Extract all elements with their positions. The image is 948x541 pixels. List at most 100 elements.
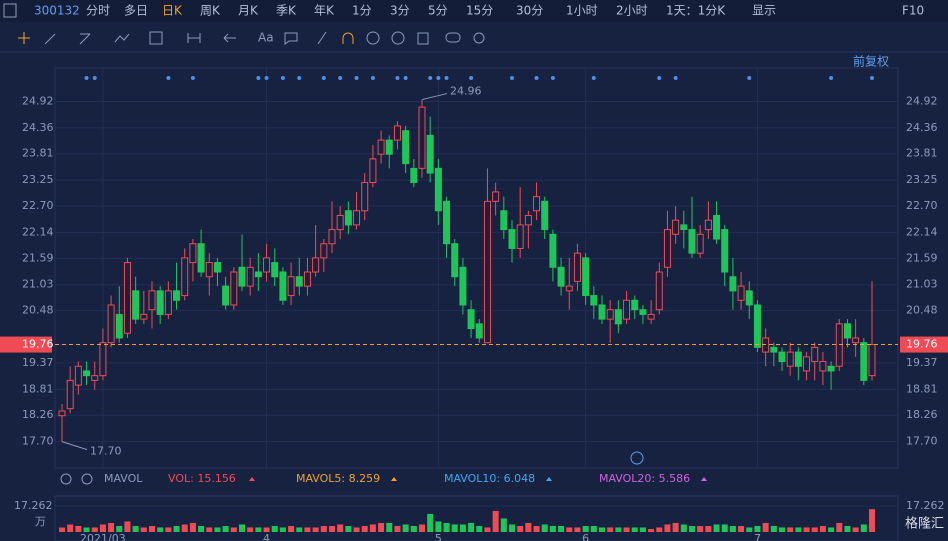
indicator-name: MAVOL — [104, 472, 143, 485]
candle-body — [565, 285, 573, 292]
y-tick-label: 24.36 — [22, 121, 54, 134]
candle-body — [713, 214, 721, 240]
timeframe-tab[interactable]: 1小时 — [566, 4, 598, 18]
text-tool[interactable]: Aa — [258, 31, 274, 45]
event-dot[interactable] — [747, 76, 752, 80]
event-dot[interactable] — [444, 76, 449, 80]
timeframe-tab[interactable]: 2小时 — [616, 4, 648, 18]
event-dot[interactable] — [469, 76, 474, 80]
candle-body — [91, 375, 99, 381]
timeframe-tab[interactable]: 分时 — [86, 4, 110, 18]
event-dot[interactable] — [264, 76, 269, 80]
y-tick-label-right: 17.70 — [906, 435, 938, 448]
volume-bar — [75, 525, 82, 532]
volume-bar — [599, 527, 605, 532]
last-price-tag — [0, 336, 52, 353]
timeframe-tab[interactable]: 1天：1分K — [666, 4, 726, 18]
timeframe-tab[interactable]: 多日 — [124, 4, 148, 18]
volume-bar — [369, 524, 376, 532]
event-dot[interactable] — [403, 76, 408, 80]
event-dot[interactable] — [550, 76, 555, 80]
volume-bar — [566, 527, 573, 532]
event-dot[interactable] — [673, 76, 678, 80]
event-dot[interactable] — [657, 76, 662, 80]
timeframe-tab[interactable]: 15分 — [466, 4, 493, 18]
candle-body — [852, 337, 860, 344]
timeframe-tab[interactable]: 5分 — [428, 4, 448, 18]
volume-bar — [615, 527, 622, 532]
timeframe-tab[interactable]: 3分 — [390, 4, 410, 18]
event-dot[interactable] — [534, 76, 539, 80]
event-dot[interactable] — [256, 76, 261, 80]
timeframe-tab[interactable]: 年K — [314, 4, 335, 18]
timeframe-tab[interactable]: 日K — [162, 4, 183, 18]
settings-icon[interactable] — [60, 473, 72, 485]
event-dot[interactable] — [321, 76, 326, 80]
event-icon[interactable] — [630, 451, 644, 465]
event-dot[interactable] — [190, 76, 195, 80]
y-tick-label-right: 24.36 — [906, 121, 938, 134]
volume-bar — [468, 522, 475, 532]
candle-body — [295, 276, 303, 287]
event-dot[interactable] — [92, 76, 97, 80]
checkbox[interactable] — [3, 3, 17, 18]
volume-bar — [721, 524, 728, 532]
volume-bar — [803, 527, 810, 532]
candle-body — [213, 262, 221, 273]
volume-bar — [590, 525, 597, 532]
event-dot[interactable] — [338, 76, 343, 80]
volume-bar — [337, 524, 344, 532]
candle-body — [524, 214, 532, 226]
adjust[interactable]: 前复权 — [853, 54, 889, 69]
volume-bar — [361, 525, 368, 532]
event-dot[interactable] — [870, 76, 874, 80]
timeframe-tab[interactable]: 月K — [238, 4, 259, 18]
candle-body — [271, 262, 279, 278]
volume-bar — [656, 527, 663, 532]
candle-body — [655, 271, 663, 311]
event-dot[interactable] — [829, 76, 834, 80]
event-dot[interactable] — [591, 76, 596, 80]
indicator-value: MAVOL20: 5.586 — [599, 472, 690, 485]
event-dot[interactable] — [84, 76, 89, 80]
volume-bar — [558, 525, 565, 532]
event-dot[interactable] — [395, 76, 400, 80]
volume-bar — [255, 527, 262, 532]
volume-bar — [394, 525, 401, 532]
event-dot[interactable] — [370, 76, 375, 80]
volume-bar — [402, 524, 409, 532]
volume-bar — [451, 524, 458, 532]
volume-bar — [762, 522, 769, 532]
volume-bar — [353, 527, 360, 532]
timeframe-tab[interactable]: 周K — [200, 4, 221, 18]
candle-body — [623, 299, 631, 320]
stock-code[interactable]: 300132 — [34, 4, 80, 18]
event-dot[interactable] — [280, 76, 285, 80]
candle-body — [58, 410, 66, 417]
candle-body — [680, 224, 688, 231]
event-dot[interactable] — [166, 76, 171, 80]
candle-body — [467, 309, 475, 330]
candle-body — [492, 191, 500, 202]
candle-body — [156, 290, 164, 315]
event-dot[interactable] — [428, 76, 433, 80]
y-tick-label: 23.25 — [22, 173, 54, 186]
close-icon[interactable] — [81, 473, 93, 485]
candle-body — [99, 342, 107, 377]
f10[interactable]: F10 — [902, 4, 924, 18]
candle-body — [533, 196, 541, 212]
event-dot[interactable] — [354, 76, 359, 80]
timeframe-tab[interactable]: 显示 — [752, 4, 776, 18]
candle-body — [582, 257, 590, 297]
event-dot[interactable] — [510, 76, 514, 80]
timeframe-tab[interactable]: 季K — [276, 4, 297, 18]
timeframe-tab[interactable]: 30分 — [516, 4, 543, 18]
timeframe-tab[interactable]: 1分 — [352, 4, 372, 18]
volume-frame — [54, 495, 899, 541]
volume-bar — [230, 527, 237, 532]
volume-bar — [386, 522, 393, 532]
candle-body — [598, 304, 606, 320]
event-dot[interactable] — [436, 76, 441, 80]
candle-body — [361, 181, 369, 212]
event-dot[interactable] — [297, 76, 302, 80]
